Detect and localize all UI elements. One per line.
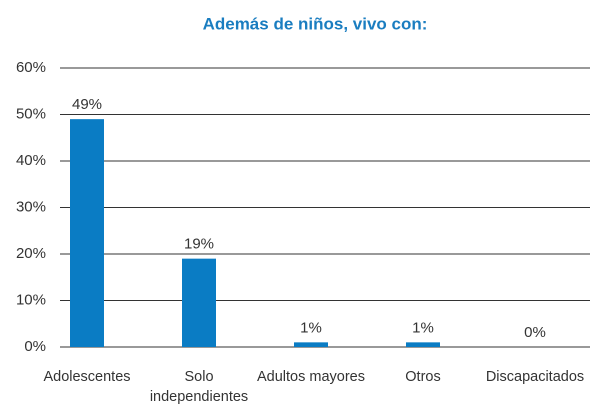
x-tick-label: Solo independientes	[149, 369, 249, 405]
bar	[182, 258, 216, 347]
value-label: 1%	[412, 319, 434, 336]
y-tick-label: 60%	[16, 59, 46, 76]
value-label: 0%	[524, 324, 546, 341]
x-tick-label: Otros	[405, 369, 441, 385]
bar	[294, 342, 328, 347]
bar	[70, 119, 104, 348]
value-label: 19%	[184, 236, 214, 253]
y-tick-label: 30%	[16, 198, 46, 215]
x-tick-label: Discapacitados	[485, 369, 585, 385]
y-tick-label: 40%	[16, 152, 46, 169]
value-label: 49%	[72, 96, 102, 113]
y-tick-label: 20%	[16, 245, 46, 262]
y-tick-label: 0%	[24, 338, 46, 355]
x-tick-label: Adolescentes	[43, 369, 131, 385]
y-tick-label: 50%	[16, 105, 46, 122]
value-label: 1%	[300, 319, 322, 336]
chart-title: Además de niños, vivo con:	[203, 14, 428, 33]
bar	[406, 342, 440, 347]
y-tick-label: 10%	[16, 291, 46, 308]
x-tick-label: Adultos mayores	[257, 369, 365, 385]
